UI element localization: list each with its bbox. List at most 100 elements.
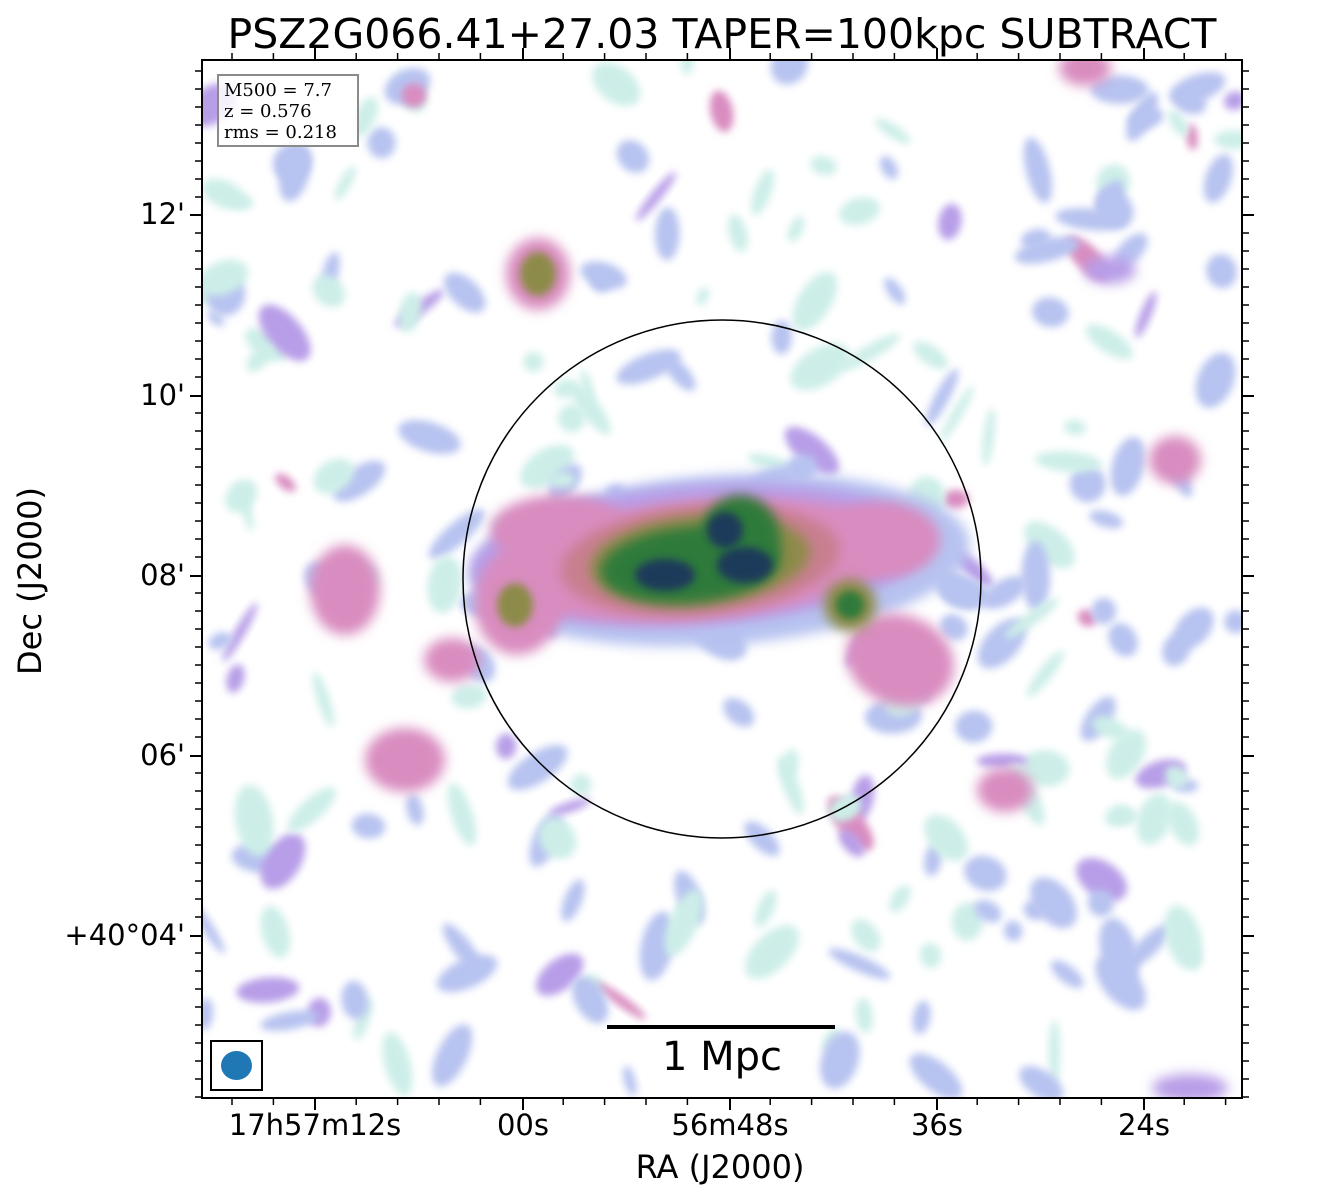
emission-blob	[1085, 324, 1133, 360]
emission-blob	[1149, 436, 1201, 484]
dec-tick-label: 08'	[140, 558, 185, 592]
r500-circle	[462, 319, 982, 839]
emission-blob	[1127, 924, 1171, 968]
emission-map	[202, 60, 1242, 1098]
emission-blob	[569, 383, 611, 435]
emission-blob	[351, 813, 386, 839]
emission-blob	[787, 216, 805, 242]
emission-blob	[924, 814, 968, 862]
emission-blob	[1214, 130, 1242, 150]
emission-blob	[1021, 749, 1070, 787]
emission-blob	[1019, 1066, 1064, 1098]
emission-blob	[939, 614, 968, 641]
emission-blob	[982, 575, 1027, 609]
emission-blob	[1003, 920, 1023, 942]
scalebar-label: 1 Mpc	[661, 1034, 783, 1080]
ra-tick-label: 00s	[496, 1108, 549, 1142]
emission-blob	[447, 783, 477, 846]
emission-blob	[1069, 465, 1106, 503]
emission-blob	[570, 774, 592, 796]
emission-blob	[777, 755, 804, 815]
emission-blob	[538, 817, 577, 860]
emission-blob	[1090, 75, 1149, 104]
emission-blob	[1173, 89, 1207, 115]
plot-title: PSZ2G066.41+27.03 TAPER=100kpc SUBTRACT	[227, 10, 1217, 58]
emission-blob	[838, 829, 865, 857]
emission-blob	[828, 794, 862, 823]
emission-blob	[260, 905, 291, 958]
emission-blob	[1166, 801, 1200, 846]
ra-tick-label: 36s	[910, 1108, 963, 1142]
emission-blob	[846, 613, 954, 707]
emission-blob	[623, 1065, 637, 1096]
emission-blob	[1110, 436, 1146, 496]
emission-blob	[839, 333, 901, 371]
emission-blob	[1168, 109, 1189, 137]
y-axis-label: Dec (J2000)	[11, 487, 49, 675]
emission-blob	[246, 344, 273, 372]
emission-blob	[405, 793, 424, 826]
emission-blob	[1063, 419, 1087, 435]
emission-blob	[1092, 716, 1129, 740]
emission-blob	[398, 292, 422, 333]
emission-blob	[260, 833, 306, 890]
emission-blob	[310, 545, 380, 635]
emission-blob	[1195, 352, 1236, 408]
emission-blob	[1087, 889, 1114, 917]
emission-blob	[424, 638, 480, 682]
emission-blob	[443, 272, 486, 313]
emission-blob	[616, 349, 681, 385]
beam-ellipse	[221, 1051, 252, 1080]
emission-blob	[507, 745, 568, 791]
emission-blob	[680, 60, 694, 75]
dec-tick-label: 10'	[140, 378, 185, 412]
emission-blob	[1089, 510, 1124, 529]
emission-blob	[664, 889, 703, 956]
emission-blob	[889, 885, 911, 913]
emission-blob	[549, 472, 575, 489]
emission-blob	[398, 419, 461, 455]
emission-blob	[1126, 91, 1159, 142]
emission-blob	[828, 948, 891, 980]
emission-blob	[1026, 650, 1064, 697]
ra-tick-label: 24s	[1117, 1108, 1170, 1142]
emission-blob	[839, 197, 880, 226]
emission-blob	[1135, 291, 1157, 338]
emission-blob	[820, 502, 940, 578]
emission-blob	[925, 368, 959, 426]
beam-box	[210, 1040, 263, 1091]
emission-blob	[260, 1010, 319, 1031]
emission-blob	[974, 899, 1002, 923]
emission-blob	[982, 407, 996, 466]
emission-blob	[313, 458, 355, 494]
emission-blob	[1023, 137, 1053, 204]
emission-blob	[654, 207, 680, 261]
dec-tick-label: 12'	[140, 197, 185, 231]
emission-blob	[536, 953, 584, 996]
emission-blob	[855, 997, 873, 1033]
emission-blob	[401, 83, 427, 108]
emission-blob	[1095, 187, 1134, 228]
emission-blob	[549, 798, 591, 816]
emission-blob	[222, 602, 258, 662]
emission-blob	[1024, 521, 1075, 569]
emission-blob	[580, 369, 595, 407]
emission-blob	[707, 512, 743, 548]
emission-blob	[1108, 622, 1138, 657]
emission-blob	[1106, 729, 1147, 779]
emission-blob	[635, 559, 695, 591]
emission-blob	[1031, 297, 1069, 328]
emission-blob	[770, 60, 809, 85]
emission-blob	[1021, 540, 1051, 612]
emission-blob	[1014, 236, 1080, 264]
emission-blob	[792, 271, 838, 331]
emission-blob	[1113, 808, 1139, 825]
emission-blob	[427, 555, 463, 614]
emission-blob	[520, 252, 556, 296]
emission-blob	[202, 898, 225, 954]
emission-blob	[1023, 900, 1046, 921]
emission-blob	[747, 453, 791, 471]
emission-blob	[942, 489, 970, 509]
emission-blob	[977, 768, 1033, 812]
